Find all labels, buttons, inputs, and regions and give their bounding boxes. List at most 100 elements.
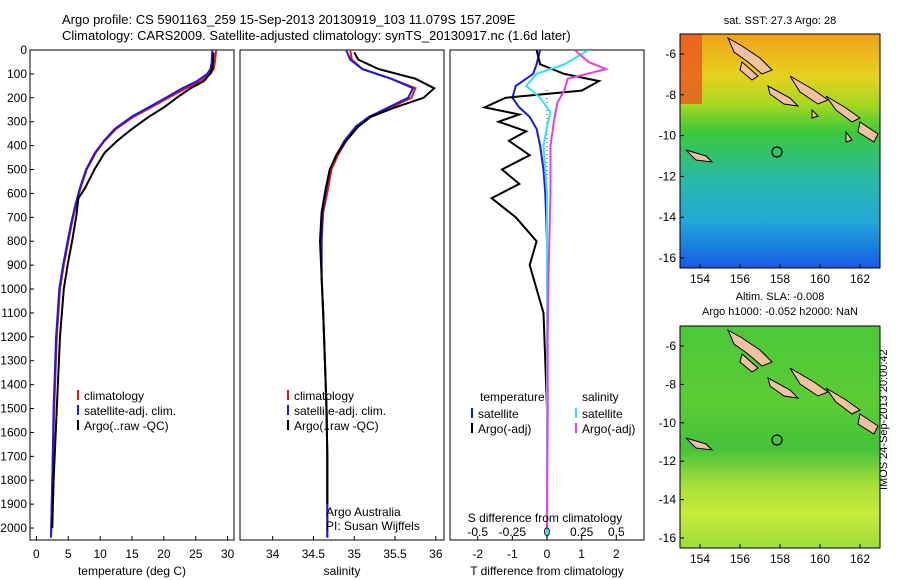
difference-lines [481, 50, 610, 540]
depth-tick-label: 1900 [0, 497, 27, 511]
temperature-lines [50, 50, 218, 538]
depth-tick-label: 200 [7, 91, 27, 105]
temperature-x-tick-label: 20 [157, 547, 171, 561]
depth-tick-label: 400 [7, 139, 27, 153]
sla-coastline [685, 328, 879, 451]
differences-x-tick-label: -1 [507, 547, 518, 561]
salinity-x-tick-label: 36 [429, 547, 443, 561]
difference-legend-label: satellite [582, 407, 623, 421]
map-x-tick-label: 158 [770, 272, 790, 286]
depth-tick-label: 1100 [1, 306, 27, 320]
salinity-argo-line [318, 51, 436, 505]
depth-tick-label: 1800 [0, 473, 27, 487]
depth-tick-label: 1400 [0, 378, 27, 392]
differences-s-satellite-line [524, 50, 590, 538]
salinity-legend-label: satellite-adj. clim. [294, 404, 386, 418]
depth-tick-label: 100 [7, 67, 27, 81]
map-x-tick-label: 154 [690, 552, 710, 566]
depth-tick-label: 1700 [0, 449, 27, 463]
map-y-tick-label: -12 [659, 169, 677, 183]
differences-x-tick-label: 0 [544, 547, 551, 561]
map-x-tick-label: 160 [810, 272, 830, 286]
salinity-legend-label: Argo(..raw -QC) [294, 419, 379, 433]
differences-s-argo-line [546, 50, 610, 529]
s-difference-tick-label: -0.25 [499, 525, 527, 539]
difference-legend-title: salinity [582, 390, 619, 404]
map-x-tick-label: 154 [690, 272, 710, 286]
figure-title-line2: Climatology: CARS2009. Satellite-adjuste… [62, 28, 571, 43]
salinity-legend-label: climatology [294, 389, 354, 403]
sla-argo-location [771, 434, 783, 446]
depth-tick-label: 1200 [0, 330, 27, 344]
map-y-tick-label: -16 [659, 531, 677, 545]
differences-t-argo-line [481, 50, 602, 528]
salinity-x-label: salinity [324, 564, 361, 578]
map-y-tick-label: -6 [665, 339, 676, 353]
sla-map [679, 325, 881, 549]
map-y-tick-label: -16 [659, 251, 677, 265]
map-axes: 154 156 158 160 162 -6 -8 -10 -12 -14 -16 154 156 158… [659, 47, 871, 566]
salinity-x-tick-label: 35 [348, 547, 362, 561]
depth-axis: 0 100 200 300 400 500 600 700 800 900 1000 1100 1200… [0, 43, 34, 535]
differences-x-tick-label: 2 [613, 547, 620, 561]
difference-legend-label: satellite [478, 407, 519, 421]
map-y-tick-label: -10 [659, 129, 677, 143]
temperature-legend-label: Argo(..raw -QC) [84, 419, 169, 433]
map-x-tick-label: 156 [730, 552, 750, 566]
salinity-climatology-line [320, 50, 417, 538]
depth-tick-label: 800 [7, 234, 27, 248]
depth-tick-label: 1300 [0, 354, 27, 368]
map-x-tick-label: 160 [810, 552, 830, 566]
depth-tick-label: 0 [20, 43, 27, 57]
sst-coastline [685, 36, 879, 163]
difference-legend-label: Argo(-adj) [478, 422, 531, 436]
sla-map-title-line1: Altim. SLA: -0.008 [736, 291, 825, 303]
temperature-x-label: temperature (deg C) [78, 564, 186, 578]
depth-tick-label: 500 [7, 163, 27, 177]
figure-title-line1: Argo profile: CS 5901163_259 15-Sep-2013… [62, 12, 516, 27]
map-y-tick-label: -14 [659, 210, 677, 224]
temperature-satellite-adj-clim--line [50, 50, 214, 538]
map-y-tick-label: -8 [665, 377, 676, 391]
differences-x-label: T difference from climatology [470, 564, 624, 578]
sst-warm-patch [680, 34, 702, 104]
salinity-x-tick-label: 34 [266, 547, 280, 561]
temperature-x-tick-label: 15 [125, 547, 139, 561]
depth-tick-label: 1000 [0, 282, 27, 296]
temperature-x-tick-label: 5 [65, 547, 72, 561]
differences-x-tick-label: 1 [578, 547, 585, 561]
salinity-x-tick-label: 35.5 [383, 547, 407, 561]
map-y-tick-label: -6 [665, 47, 676, 61]
s-difference-label: S difference from climatology [468, 511, 623, 525]
temperature-argo-line [51, 52, 215, 529]
depth-tick-label: 600 [7, 186, 27, 200]
sst-map [679, 33, 881, 269]
salinity-annotation: Argo Australia [326, 505, 401, 519]
temperature-x-tick-label: 0 [33, 547, 40, 561]
difference-legend-title: temperature [480, 390, 545, 404]
temperature-climatology-line [50, 50, 218, 538]
salinity-lines [318, 50, 436, 538]
depth-tick-label: 1500 [0, 402, 27, 416]
map-x-tick-label: 162 [850, 272, 870, 286]
difference-legend-label: Argo(-adj) [582, 422, 635, 436]
map-y-tick-label: -14 [659, 493, 677, 507]
temperature-x-tick-label: 10 [93, 547, 107, 561]
depth-tick-label: 1600 [0, 425, 27, 439]
sla-field [680, 326, 880, 548]
depth-tick-label: 2000 [0, 521, 27, 535]
map-x-tick-label: 158 [770, 552, 790, 566]
map-y-tick-label: -12 [659, 454, 677, 468]
depth-tick-label: 700 [7, 210, 27, 224]
depth-tick-label: 300 [7, 115, 27, 129]
sst-field [680, 34, 880, 268]
temperature-legend-label: satellite-adj. clim. [84, 404, 176, 418]
salinity-x-tick-label: 34.5 [302, 547, 326, 561]
s-difference-tick-label: -0.5 [467, 525, 488, 539]
temperature-x-tick-label: 25 [189, 547, 203, 561]
salinity-satellite-adj-clim--line [320, 50, 415, 538]
sst-argo-location [771, 146, 783, 158]
